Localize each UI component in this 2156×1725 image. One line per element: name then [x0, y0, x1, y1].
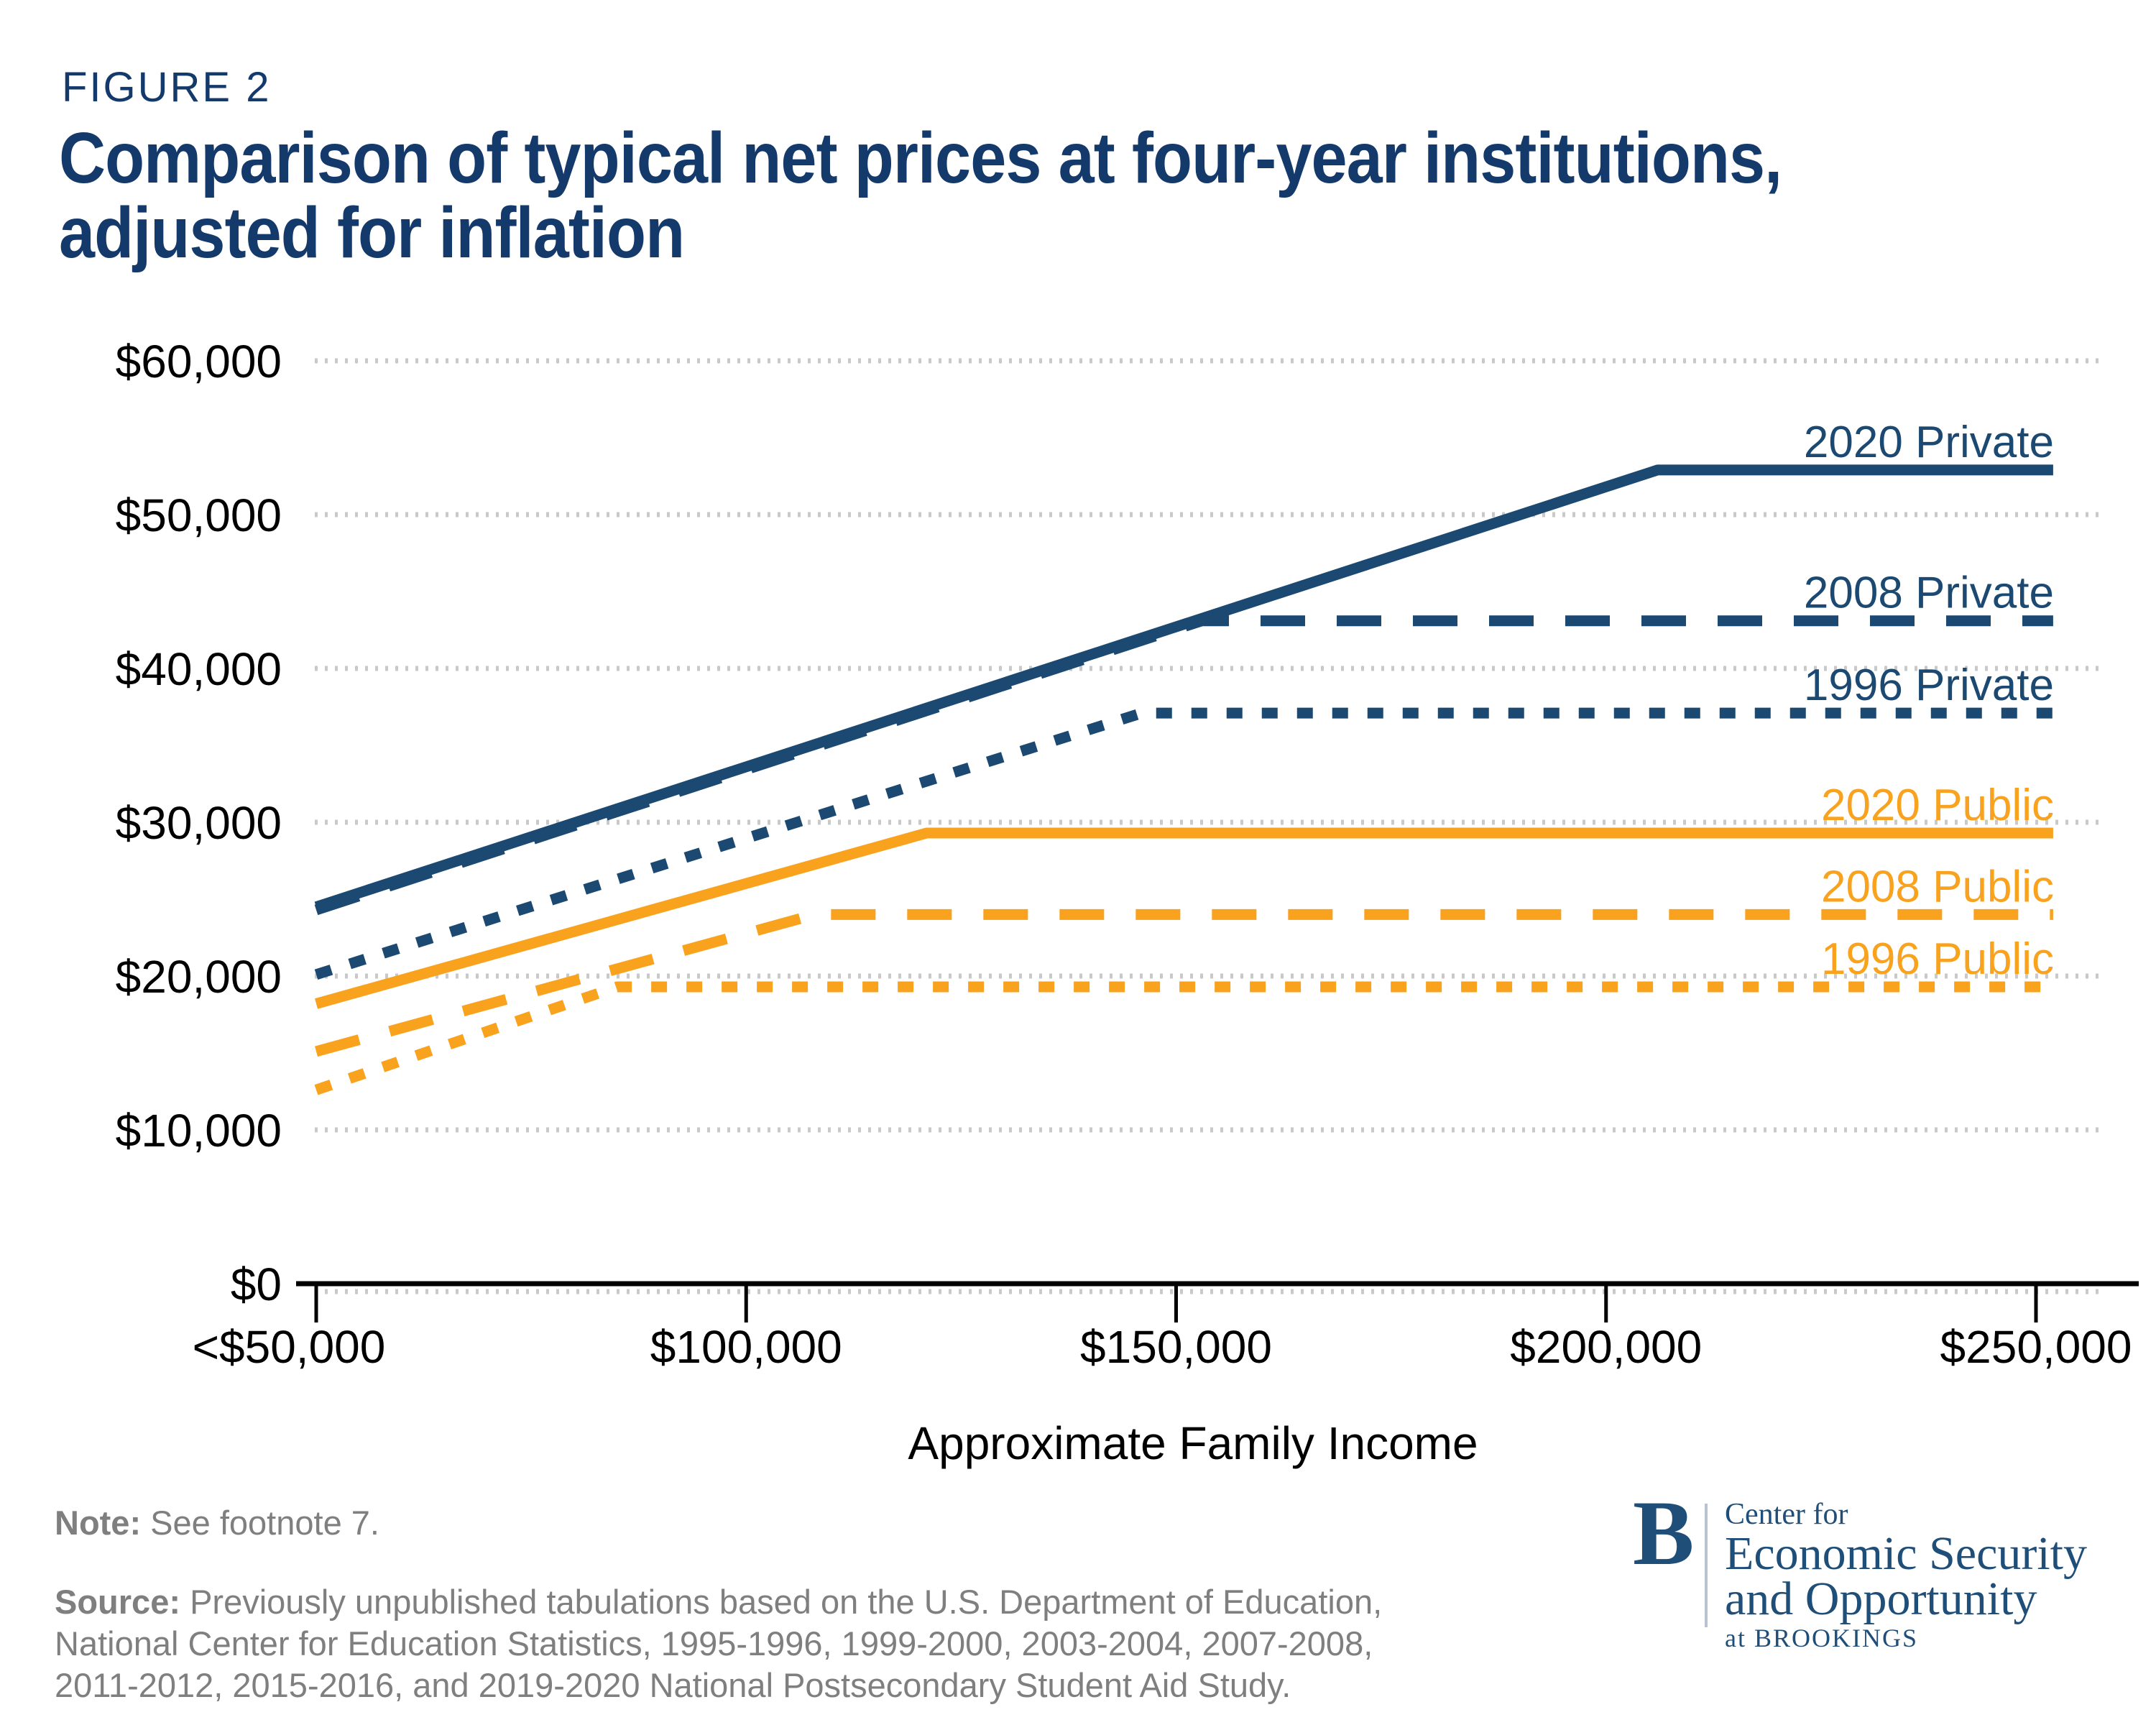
x-axis-title: Approximate Family Income: [908, 1417, 1478, 1469]
series-line-2020-private: [314, 464, 2053, 912]
logo-center-for: Center for: [1725, 1498, 1848, 1531]
logo-divider: [1705, 1504, 1708, 1627]
y-tick-label-50000: $50,000: [116, 489, 282, 541]
chart-title-line2: adjusted for inflation: [59, 193, 685, 273]
logo-economic-security: Economic Security: [1725, 1527, 2088, 1580]
note-text: Note: See footnote 7.: [55, 1504, 379, 1542]
y-tick-label-10000: $10,000: [116, 1105, 282, 1156]
x-tick-label-250000: $250,000: [1940, 1321, 2132, 1373]
y-tick-label-0: $0: [231, 1259, 282, 1310]
logo-and-opportunity: and Opportunity: [1725, 1573, 2037, 1625]
series-label-2008-private: 2008 Private: [1804, 569, 2054, 618]
logo-wordmark: Center for Economic Security and Opportu…: [1725, 1498, 2087, 1655]
y-tick-label-20000: $20,000: [116, 951, 282, 1003]
source-line: Source: Previously unpublished tabulatio…: [55, 1583, 1383, 1621]
y-tick-label-30000: $30,000: [116, 797, 282, 849]
series-line-2008-public: [315, 908, 2053, 1057]
series-label-1996-public: 1996 Public: [1821, 934, 2054, 984]
source-line: 2011-2012, 2015-2016, and 2019-2020 Nati…: [55, 1666, 1291, 1704]
series-line-1996-private: [314, 707, 2053, 980]
series-label-1996-private: 1996 Private: [1804, 661, 2054, 710]
series-label-2020-public: 2020 Public: [1821, 781, 2054, 830]
note-label: Note:: [55, 1504, 142, 1542]
chart-title: Comparison of typical net prices at four…: [59, 121, 1782, 270]
series-line-1996-public: [314, 981, 2053, 1095]
figure-label: FIGURE 2: [62, 64, 272, 111]
source-text: Source: Previously unpublished tabulatio…: [55, 1581, 1382, 1706]
series-line-2020-public: [314, 827, 2053, 1009]
x-tick-label-200000: $200,000: [1510, 1321, 1702, 1373]
x-tick-label-50000: <$50,000: [193, 1321, 386, 1373]
series-label-2008-public: 2008 Public: [1821, 862, 2054, 911]
source-label: Source:: [55, 1583, 180, 1621]
chart-title-line1: Comparison of typical net prices at four…: [59, 118, 1782, 198]
y-tick-label-40000: $40,000: [116, 643, 282, 695]
x-tick-label-100000: $100,000: [650, 1321, 842, 1373]
source-line: National Center for Education Statistics…: [55, 1624, 1373, 1662]
logo-at-brookings: at BROOKINGS: [1725, 1624, 1919, 1652]
y-tick-label-60000: $60,000: [116, 336, 282, 387]
x-tick-label-150000: $150,000: [1080, 1321, 1272, 1373]
brookings-b-monogram: B: [1633, 1482, 1695, 1584]
series-label-2020-private: 2020 Private: [1804, 418, 2054, 467]
series-line-2008-private: [314, 615, 2053, 916]
